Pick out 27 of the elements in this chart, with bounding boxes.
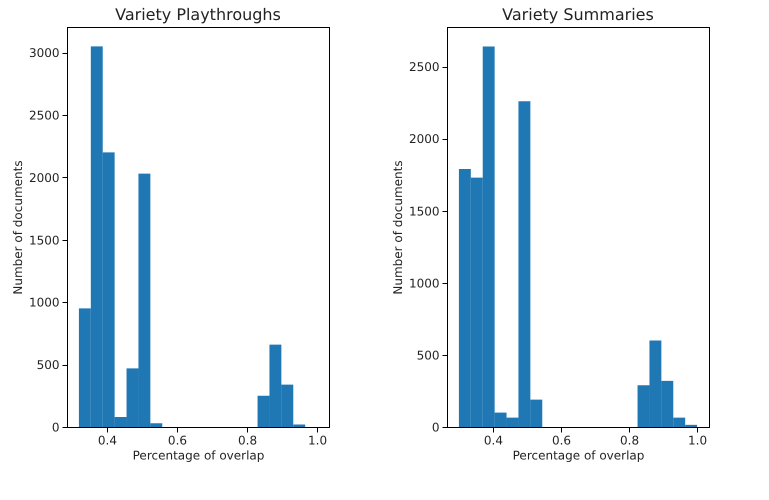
x-tick-label: 0.8 (238, 434, 258, 448)
y-axis-title: Number of documents (390, 160, 405, 295)
x-tick-label: 1.0 (688, 434, 708, 448)
y-tick-label: 1500 (28, 233, 60, 248)
chart-title: Variety Playthroughs (115, 5, 281, 24)
x-tick-label: 0.4 (98, 434, 117, 448)
y-tick-label: 3000 (28, 46, 60, 60)
x-tick-label: 0.6 (168, 434, 188, 448)
x-axis-title: Percentage of overlap (512, 448, 644, 462)
x-tick-label: 0.6 (552, 434, 572, 448)
y-tick-label: 2000 (28, 170, 60, 185)
x-tick-label: 1.0 (308, 434, 328, 448)
x-tick-label: 0.4 (484, 434, 503, 448)
y-axis-title: Number of documents (10, 160, 25, 295)
y-tick-label: 1000 (408, 276, 440, 290)
y-tick-label: 2000 (408, 132, 440, 146)
y-tick-label: 1500 (408, 204, 440, 218)
y-tick-label: 2500 (28, 108, 60, 122)
x-tick-label: 0.8 (620, 434, 640, 448)
y-tick-label: 0 (432, 420, 440, 434)
y-tick-label: 2500 (408, 60, 440, 74)
y-tick-label: 500 (416, 348, 440, 362)
y-tick-label: 1000 (28, 296, 60, 310)
y-tick-label: 0 (52, 420, 60, 434)
chart-title: Variety Summaries (502, 5, 654, 24)
y-tick-label: 500 (36, 358, 60, 372)
x-axis-title: Percentage of overlap (132, 448, 264, 462)
